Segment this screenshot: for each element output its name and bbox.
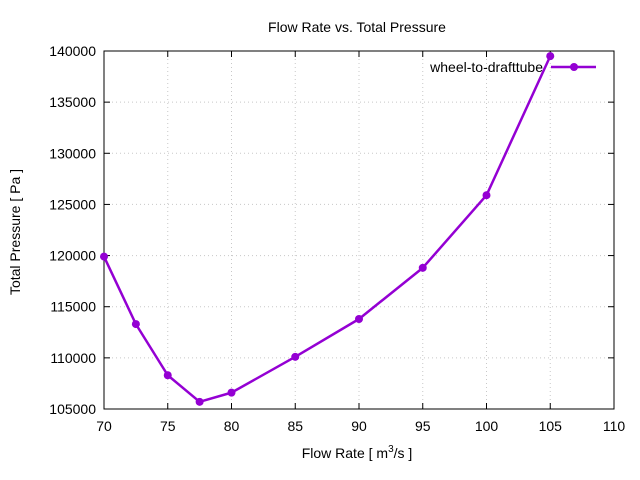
x-axis-title-suffix: /s ] [394,445,413,461]
x-tick-label: 85 [287,418,303,434]
x-axis-title-prefix: Flow Rate [ m [302,445,388,461]
data-point [546,52,555,61]
x-tick-label: 100 [475,418,499,434]
x-axis-title: Flow Rate [ m3/s ] [302,444,413,461]
axis-ticks: 70 75 80 85 90 95 100 105 110 105000 110000 115000 1… [49,43,625,434]
y-axis-title: Total Pressure [ Pa ] [7,169,23,295]
y-tick-label: 140000 [49,43,96,59]
y-tick-label: 130000 [49,145,96,161]
y-tick-label: 105000 [49,401,96,417]
series-line [102,55,552,404]
data-point [163,371,172,380]
data-point [418,263,427,272]
data-point [291,352,300,361]
x-tick-label: 80 [224,418,240,434]
x-tick-label: 70 [96,418,112,434]
data-point [131,320,140,329]
y-tick-label: 125000 [49,196,96,212]
legend-label: wheel-to-drafttube [429,59,543,75]
data-point [227,388,236,397]
x-tick-label: 75 [160,418,176,434]
data-point [195,397,204,406]
legend: wheel-to-drafttube [429,59,596,75]
y-tick-label: 115000 [50,299,96,315]
grid-lines [104,51,614,409]
y-tick-label: 135000 [49,94,96,110]
x-tick-label: 90 [351,418,367,434]
x-tick-label: 105 [539,418,563,434]
y-tick-label: 120000 [49,248,96,264]
x-axis-title-superscript: 3 [388,444,394,455]
chart-title: Flow Rate vs. Total Pressure [268,19,446,35]
data-point [355,314,363,323]
x-tick-label: 95 [415,418,431,434]
y-tick-label: 110000 [50,350,96,366]
data-point [100,252,108,261]
data-point [482,191,491,200]
legend-marker [570,63,578,71]
series-group [100,52,555,406]
x-tick-label: 110 [603,418,626,434]
